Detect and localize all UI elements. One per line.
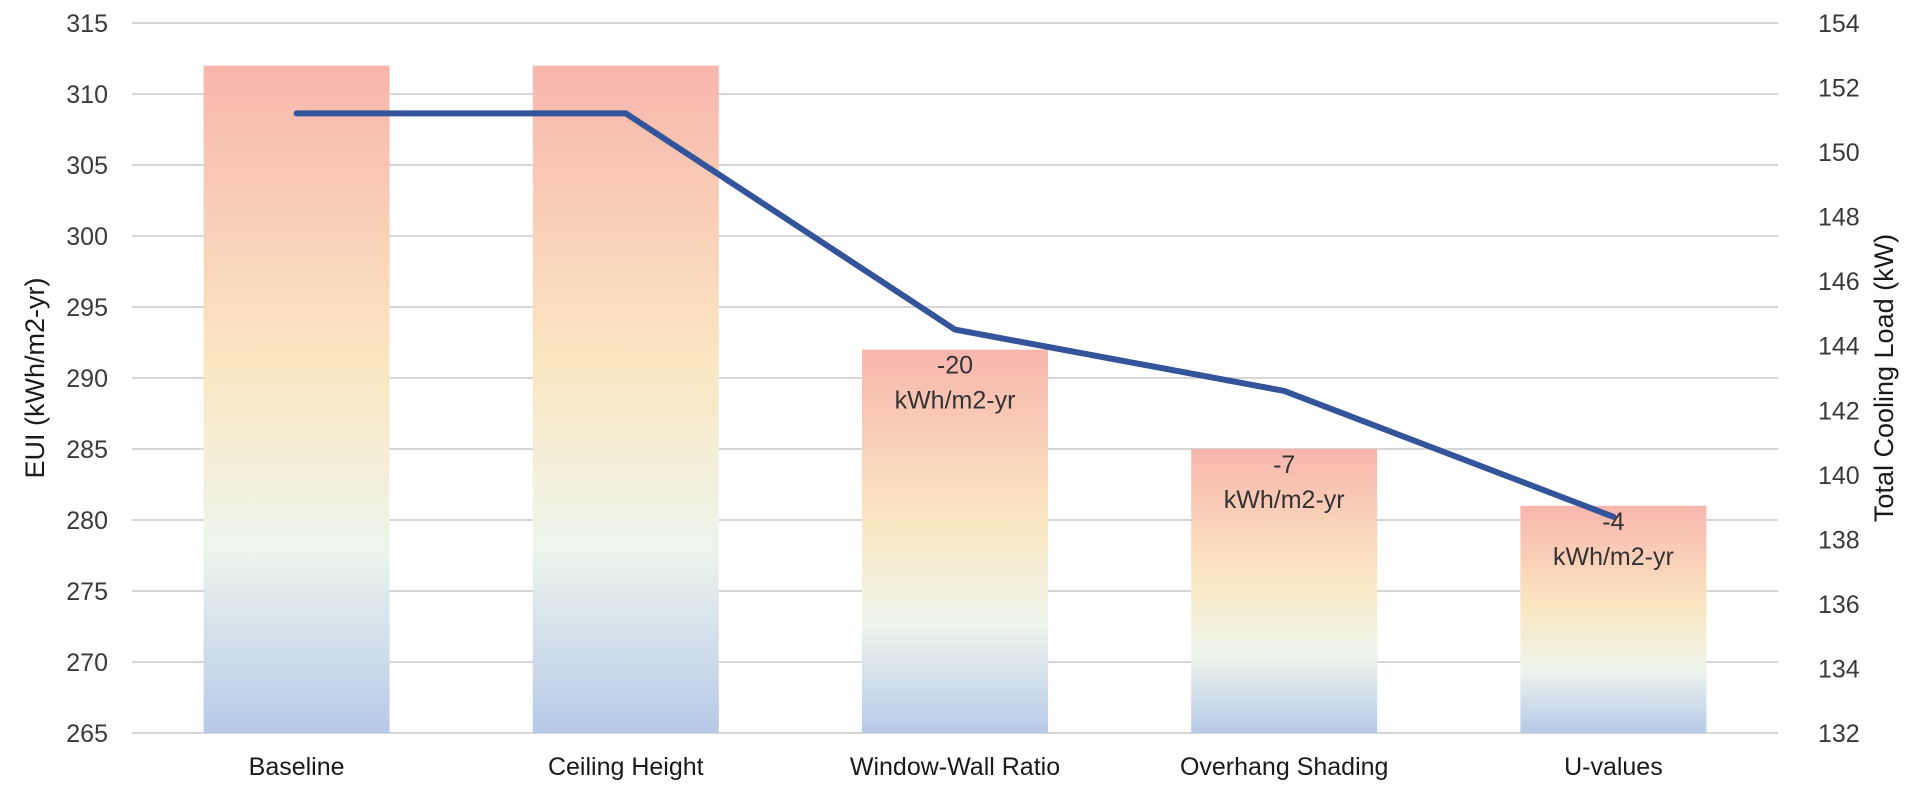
y2-tick-label: 152 — [1818, 75, 1860, 103]
y-tick-label: 280 — [66, 507, 108, 535]
cooling-load-line-layer — [293, 110, 1617, 520]
bar-data-label-unit: kWh/m2-yr — [1224, 486, 1345, 514]
category-labels: Baseline Ceiling Height Window-Wall Ratio O… — [249, 753, 1663, 781]
bar-data-label-value: -20 — [937, 352, 973, 380]
y-tick-label: 310 — [66, 81, 108, 109]
x-tick-label: Baseline — [249, 753, 345, 781]
y2-tick-label: 146 — [1818, 268, 1860, 296]
bar-data-label-value: -7 — [1273, 451, 1295, 479]
y-tick-label: 305 — [66, 152, 108, 180]
y2-tick-label: 134 — [1818, 655, 1860, 683]
x-tick-label: Overhang Shading — [1180, 753, 1388, 781]
y2-tick-label: 138 — [1818, 526, 1860, 554]
y2-tick-label: 148 — [1818, 204, 1860, 232]
right-axis-title: Total Cooling Load (kW) — [1869, 234, 1899, 522]
y2-tick-label: 140 — [1818, 462, 1860, 490]
bar — [532, 65, 719, 734]
y2-tick-label: 144 — [1818, 333, 1860, 361]
left-axis-title: EUI (kWh/m2-yr) — [20, 278, 50, 479]
x-tick-label: Window-Wall Ratio — [850, 753, 1060, 781]
bar-data-label-unit: kWh/m2-yr — [1553, 543, 1674, 571]
bar — [862, 349, 1048, 733]
y-tick-label: 270 — [66, 649, 108, 677]
bar-data-label-value: -4 — [1602, 508, 1624, 536]
bar-data-labels: -20 kWh/m2-yr -7 kWh/m2-yr -4 kWh/m2-yr — [895, 352, 1674, 571]
y2-tick-label: 136 — [1818, 591, 1860, 619]
bar — [1191, 449, 1378, 733]
y-tick-label: 295 — [66, 294, 108, 322]
y2-tick-label: 150 — [1818, 139, 1860, 167]
bar-data-label-unit: kWh/m2-yr — [895, 387, 1016, 415]
y-tick-label: 290 — [66, 365, 108, 393]
bar — [1520, 505, 1707, 733]
bars — [203, 65, 1707, 734]
y-tick-label: 285 — [66, 436, 108, 464]
x-tick-label: Ceiling Height — [548, 753, 704, 781]
left-axis-ticks: 265 270 275 280 285 290 295 300 305 310 315 — [66, 10, 108, 748]
y-tick-label: 300 — [66, 223, 108, 251]
y2-tick-label: 142 — [1818, 397, 1860, 425]
right-axis-ticks: 132 134 136 138 140 142 144 146 148 150 152 154 — [1818, 10, 1860, 748]
x-tick-label: U-values — [1564, 753, 1663, 781]
y2-tick-label: 132 — [1818, 720, 1860, 748]
y-tick-label: 315 — [66, 10, 108, 38]
y2-tick-label: 154 — [1818, 10, 1860, 38]
y-tick-label: 275 — [66, 578, 108, 606]
bar — [203, 65, 390, 734]
y-tick-label: 265 — [66, 720, 108, 748]
